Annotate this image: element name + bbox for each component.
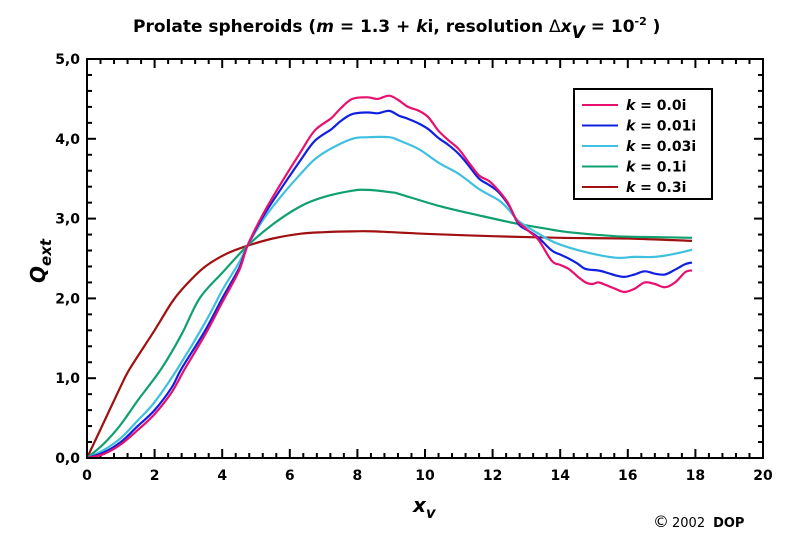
x-tick-label: 14 xyxy=(550,468,570,484)
x-tick-label: 18 xyxy=(686,468,705,484)
tick-labels: 0 2 4 6 8 10 12 14 16 18 20 0,0 1,0 2,0 3,0 4,0 5,0 xyxy=(55,52,773,484)
y-tick-label: 4,0 xyxy=(55,132,80,148)
series-lines xyxy=(86,94,693,460)
series-line-k-0-01i xyxy=(86,109,693,460)
copyright: © 2002 DOP xyxy=(653,512,744,531)
series-line-k-0-03i xyxy=(86,135,693,460)
series-line-k-0-3i xyxy=(86,230,693,459)
legend-entry: k = 0.1i xyxy=(626,160,686,176)
chart-title: Prolate spheroids (m = 1.3 + ki, resolut… xyxy=(133,15,660,43)
y-tick-label: 0,0 xyxy=(55,451,80,467)
x-tick-label: 20 xyxy=(753,468,773,484)
series-line-k-0-1i xyxy=(86,188,693,459)
legend-entry: k = 0.01i xyxy=(626,119,696,135)
x-tick-label: 4 xyxy=(217,468,227,484)
legend-entry: k = 0.3i xyxy=(626,180,686,196)
y-tick-label: 1,0 xyxy=(55,371,80,387)
legend-box xyxy=(573,88,713,200)
x-tick-label: 6 xyxy=(285,468,295,484)
x-tick-label: 16 xyxy=(618,468,637,484)
x-axis-label: xv xyxy=(412,493,437,522)
x-tick-label: 2 xyxy=(150,468,160,484)
series-line-k-0-0i xyxy=(86,94,693,460)
y-tick-label: 2,0 xyxy=(55,291,80,307)
legend-entry: k = 0.03i xyxy=(626,139,696,155)
y-tick-label: 5,0 xyxy=(55,52,80,68)
y-axis-label: Qext xyxy=(26,238,55,283)
plot-frame xyxy=(86,58,764,459)
legend-entry: k = 0.0i xyxy=(626,98,686,114)
x-tick-label: 10 xyxy=(415,468,435,484)
x-tick-label: 12 xyxy=(483,468,502,484)
legend: k = 0.0i k = 0.01i k = 0.03i k = 0.1i k = 0.… xyxy=(573,88,713,200)
x-tick-label: 0 xyxy=(82,468,92,484)
x-tick-label: 8 xyxy=(353,468,363,484)
y-tick-label: 3,0 xyxy=(55,212,80,228)
